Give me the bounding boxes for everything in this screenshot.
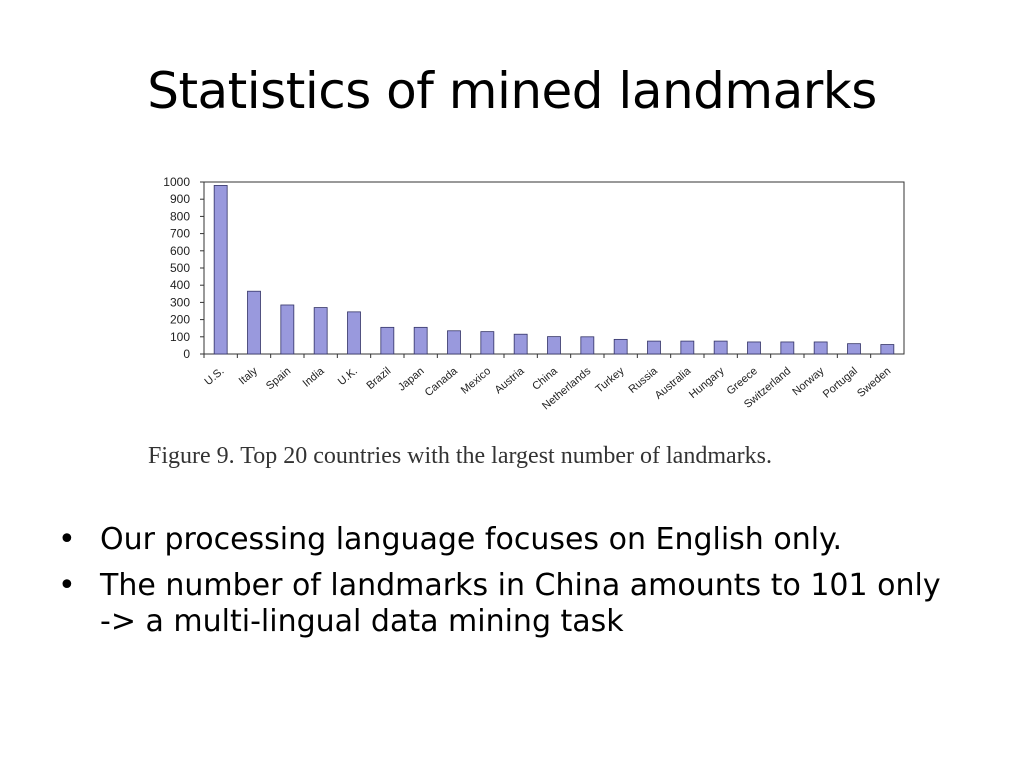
bar	[613, 338, 628, 355]
bullet-item: • Our processing language focuses on Eng…	[58, 522, 958, 558]
x-tick-label: U.S.	[202, 365, 226, 388]
y-tick-label: 700	[170, 227, 190, 241]
y-axis: 0 100 200 300 400 500 600 700 800 900 1000	[163, 175, 204, 361]
x-tick-label: Italy	[237, 365, 261, 387]
x-tick-label: India	[301, 365, 328, 390]
bar	[780, 341, 795, 355]
bar	[680, 340, 695, 355]
slide-title: Statistics of mined landmarks	[147, 62, 877, 120]
plot-frame	[203, 181, 905, 355]
bar-chart: 0 100 200 300 400 500 600 700 800 900 1000 U.S. Ita…	[140, 168, 910, 443]
y-tick-label: 600	[170, 244, 190, 258]
x-axis: U.S. Italy Spain India U.K. Brazil JapanCanada…	[202, 354, 893, 412]
x-tick-label: Canada	[423, 365, 461, 400]
chart-svg: 0 100 200 300 400 500 600 700 800 900 1000 U.S. Ita…	[163, 175, 905, 412]
x-tick-label: Mexico	[459, 365, 493, 397]
y-tick-label: 100	[170, 330, 190, 344]
y-tick-label: 500	[170, 261, 190, 275]
bullet-list: • Our processing language focuses on Eng…	[58, 522, 958, 650]
y-tick-label: 400	[170, 278, 190, 292]
x-tick-label: Austria	[493, 365, 528, 397]
x-tick-label: Spain	[264, 365, 293, 392]
x-tick-label: Portugal	[821, 365, 860, 401]
x-tick-label: Sweden	[855, 365, 893, 400]
y-tick-label: 300	[170, 295, 190, 309]
bullet-dot: •	[58, 522, 76, 557]
bar	[380, 326, 395, 355]
x-tick-label: Brazil	[364, 365, 393, 392]
y-tick-label: 1000	[163, 175, 190, 189]
bar	[880, 344, 895, 355]
bar	[547, 336, 561, 355]
x-tick-label: Australia	[653, 365, 694, 402]
y-tick-label: 800	[170, 209, 190, 223]
bullet-text: Our processing language focuses on Engli…	[100, 522, 843, 557]
y-tick-label: 200	[170, 313, 190, 327]
x-tick-label: Turkey	[593, 365, 627, 396]
bar	[313, 307, 328, 355]
bar	[480, 331, 495, 355]
bar	[413, 326, 428, 355]
bar	[713, 340, 728, 355]
y-tick-label: 0	[183, 347, 190, 361]
bar	[347, 311, 361, 355]
x-tick-label: China	[530, 365, 560, 393]
y-tick-label: 900	[170, 192, 190, 206]
bullet-dot: •	[58, 568, 76, 603]
x-tick-label: U.K.	[336, 365, 360, 388]
bar	[447, 330, 461, 355]
x-tick-label: Hungary	[687, 365, 727, 401]
bar	[647, 340, 661, 355]
bar	[213, 185, 228, 355]
bar	[280, 304, 295, 355]
bar	[513, 333, 528, 355]
bar	[580, 336, 595, 355]
bar	[847, 343, 861, 355]
bullet-item: • The number of landmarks in China amoun…	[58, 568, 958, 640]
bar	[747, 341, 761, 355]
bar	[813, 341, 828, 355]
bars	[213, 185, 895, 355]
bullet-text: The number of landmarks in China amounts…	[100, 568, 941, 639]
bar	[247, 290, 261, 355]
figure-caption: Figure 9. Top 20 countries with the larg…	[148, 443, 772, 469]
